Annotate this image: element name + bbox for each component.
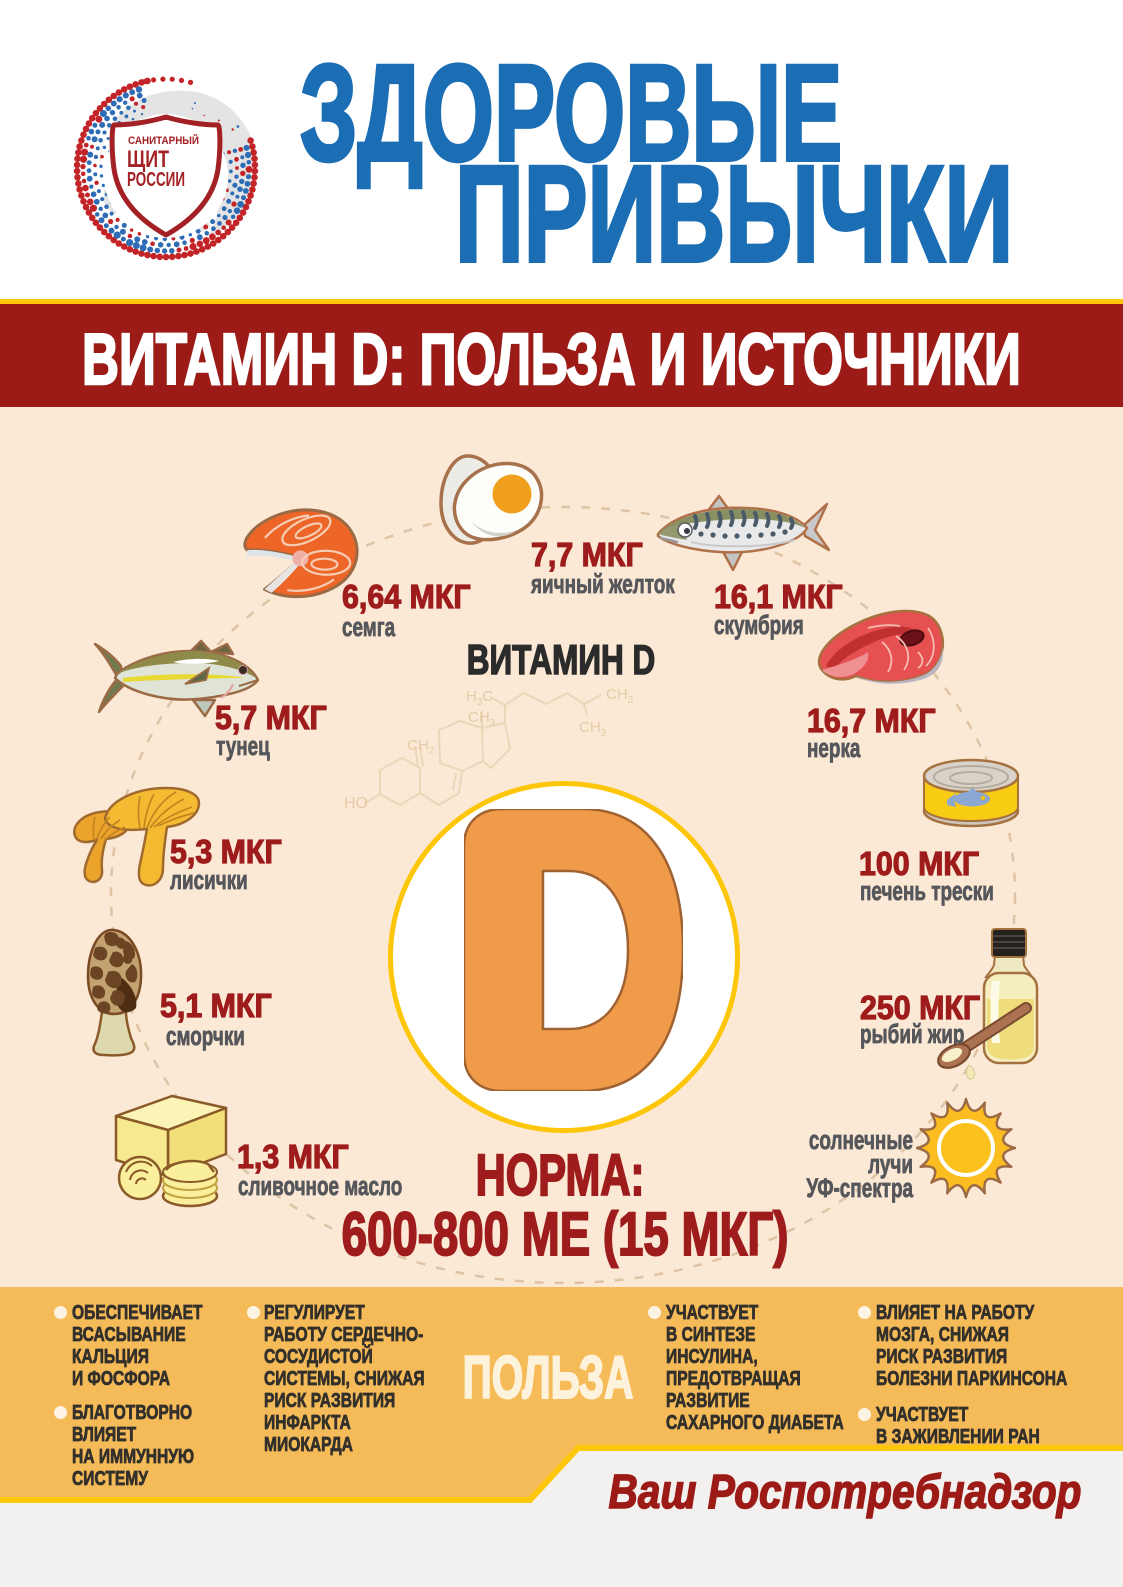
svg-text:H3C: H3C [466, 688, 493, 708]
svg-text:CH2: CH2 [407, 737, 435, 757]
svg-text:CH3: CH3 [468, 709, 496, 729]
svg-text:CH3: CH3 [606, 686, 634, 706]
svg-text:РОССИИ: РОССИИ [127, 169, 185, 191]
svg-text:ЩИТ: ЩИТ [127, 146, 169, 173]
svg-text:CH3: CH3 [579, 719, 607, 739]
svg-text:HO: HO [344, 795, 368, 812]
svg-text:САНИТАРНЫЙ: САНИТАРНЫЙ [128, 134, 199, 147]
